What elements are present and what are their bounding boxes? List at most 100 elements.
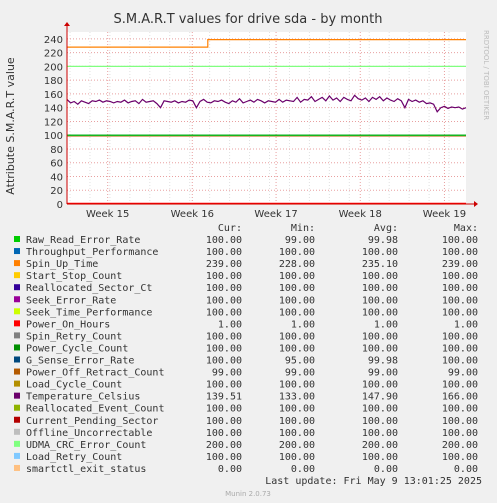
legend-value-min: 0.00 <box>291 464 315 475</box>
legend-swatch <box>14 320 20 327</box>
y-tick-label: 200 <box>44 62 63 73</box>
legend-swatch <box>14 356 20 363</box>
legend-value-min: 228.00 <box>279 259 315 270</box>
legend-value-avg: 100.00 <box>362 283 398 294</box>
legend-value-min: 100.00 <box>279 428 315 439</box>
legend-label: Raw_Read_Error_Rate <box>26 235 140 246</box>
legend-value-cur: 100.00 <box>206 235 242 246</box>
y-tick-label: 60 <box>50 159 63 170</box>
legend-swatch <box>14 332 20 339</box>
y-tick-label: 40 <box>50 172 63 183</box>
legend-value-avg: 100.00 <box>362 380 398 391</box>
legend-value-min: 100.00 <box>279 271 315 282</box>
legend-value-avg: 0.00 <box>374 464 398 475</box>
legend-value-avg: 147.90 <box>362 392 398 403</box>
legend-swatch <box>14 452 20 459</box>
legend-value-min: 200.00 <box>279 440 315 451</box>
legend-value-min: 100.00 <box>279 404 315 415</box>
legend-value-min: 100.00 <box>279 416 315 427</box>
legend-value-cur: 100.00 <box>206 343 242 354</box>
legend-swatch <box>14 272 20 279</box>
legend-header-cur: Cur: <box>218 223 242 234</box>
legend-value-min: 99.00 <box>285 235 315 246</box>
y-tick-label: 100 <box>44 131 63 142</box>
series-line-temperature-celsius <box>66 94 467 113</box>
legend-value-avg: 100.00 <box>362 331 398 342</box>
legend-value-min: 95.00 <box>285 356 315 367</box>
legend-label: Offline_Uncorrectable <box>26 428 152 439</box>
y-tick-label: 220 <box>44 49 63 60</box>
legend-label: Reallocated_Event_Count <box>26 404 164 415</box>
legend-label: Load_Cycle_Count <box>26 380 122 391</box>
legend-label: Seek_Error_Rate <box>26 295 116 306</box>
legend-value-avg: 100.00 <box>362 404 398 415</box>
legend-value-min: 100.00 <box>279 380 315 391</box>
legend-value-cur: 1.00 <box>218 319 242 330</box>
legend-swatch <box>14 428 20 435</box>
legend-value-min: 100.00 <box>279 452 315 463</box>
legend-swatch <box>14 380 20 387</box>
legend-value-cur: 100.00 <box>206 331 242 342</box>
legend-value-cur: 100.00 <box>206 452 242 463</box>
legend-swatch <box>14 368 20 375</box>
legend-label: Throughput_Performance <box>26 247 158 258</box>
chart-title: S.M.A.R.T values for drive sda - by mont… <box>114 12 383 27</box>
legend-value-cur: 139.51 <box>206 392 242 403</box>
legend-value-cur: 100.00 <box>206 428 242 439</box>
legend-value-max: 100.00 <box>442 404 478 415</box>
legend-value-cur: 99.00 <box>212 368 242 379</box>
legend-value-max: 100.00 <box>442 307 478 318</box>
legend-value-avg: 235.10 <box>362 259 398 270</box>
legend-value-max: 100.00 <box>442 380 478 391</box>
legend-value-max: 100.00 <box>442 247 478 258</box>
legend-swatch <box>14 416 20 423</box>
x-tick-label: Week 19 <box>423 209 466 220</box>
legend-swatch <box>14 296 20 303</box>
legend-value-min: 100.00 <box>279 307 315 318</box>
legend-value-max: 100.00 <box>442 452 478 463</box>
x-tick-label: Week 16 <box>171 209 214 220</box>
legend-label: Spin_Up_Time <box>26 259 98 270</box>
legend-value-min: 100.00 <box>279 331 315 342</box>
legend-header-avg: Avg: <box>374 223 398 234</box>
x-tick-label: Week 17 <box>254 209 297 220</box>
legend-swatch <box>14 284 20 291</box>
legend-label: G_Sense_Error_Rate <box>26 356 134 367</box>
legend-swatch <box>14 344 20 351</box>
legend-value-min: 100.00 <box>279 247 315 258</box>
legend-value-avg: 100.00 <box>362 307 398 318</box>
legend-value-max: 166.00 <box>442 392 478 403</box>
series-line-spin-up-time <box>67 39 466 48</box>
legend-value-min: 100.00 <box>279 295 315 306</box>
y-tick-label: 0 <box>57 200 63 211</box>
legend-label: Power_On_Hours <box>26 319 110 330</box>
legend-value-avg: 200.00 <box>362 440 398 451</box>
rrdtool-label: RRDTOOL / TOBI OETIKER <box>482 30 490 120</box>
legend-value-cur: 100.00 <box>206 283 242 294</box>
legend-value-max: 200.00 <box>442 440 478 451</box>
legend-label: Load_Retry_Count <box>26 452 122 463</box>
legend-value-avg: 99.00 <box>368 368 398 379</box>
legend-label: Current_Pending_Sector <box>26 416 158 427</box>
legend-value-min: 100.00 <box>279 343 315 354</box>
legend-label: Power_Off_Retract_Count <box>26 368 164 379</box>
legend-value-max: 100.00 <box>442 343 478 354</box>
y-axis-arrow <box>64 22 70 26</box>
legend-value-cur: 100.00 <box>206 307 242 318</box>
legend-value-avg: 100.00 <box>362 271 398 282</box>
legend-value-avg: 100.00 <box>362 343 398 354</box>
legend-value-cur: 100.00 <box>206 247 242 258</box>
y-tick-label: 160 <box>44 90 63 101</box>
legend-swatch <box>14 248 20 255</box>
legend-value-min: 133.00 <box>279 392 315 403</box>
legend-value-min: 1.00 <box>291 319 315 330</box>
legend-label: Power_Cycle_Count <box>26 343 128 354</box>
legend-label: Start_Stop_Count <box>26 271 122 282</box>
legend-value-cur: 100.00 <box>206 356 242 367</box>
y-tick-label: 180 <box>44 76 63 87</box>
legend-label: Spin_Retry_Count <box>26 331 122 342</box>
legend-swatch <box>14 464 20 471</box>
legend-value-cur: 100.00 <box>206 295 242 306</box>
legend-value-avg: 100.00 <box>362 416 398 427</box>
